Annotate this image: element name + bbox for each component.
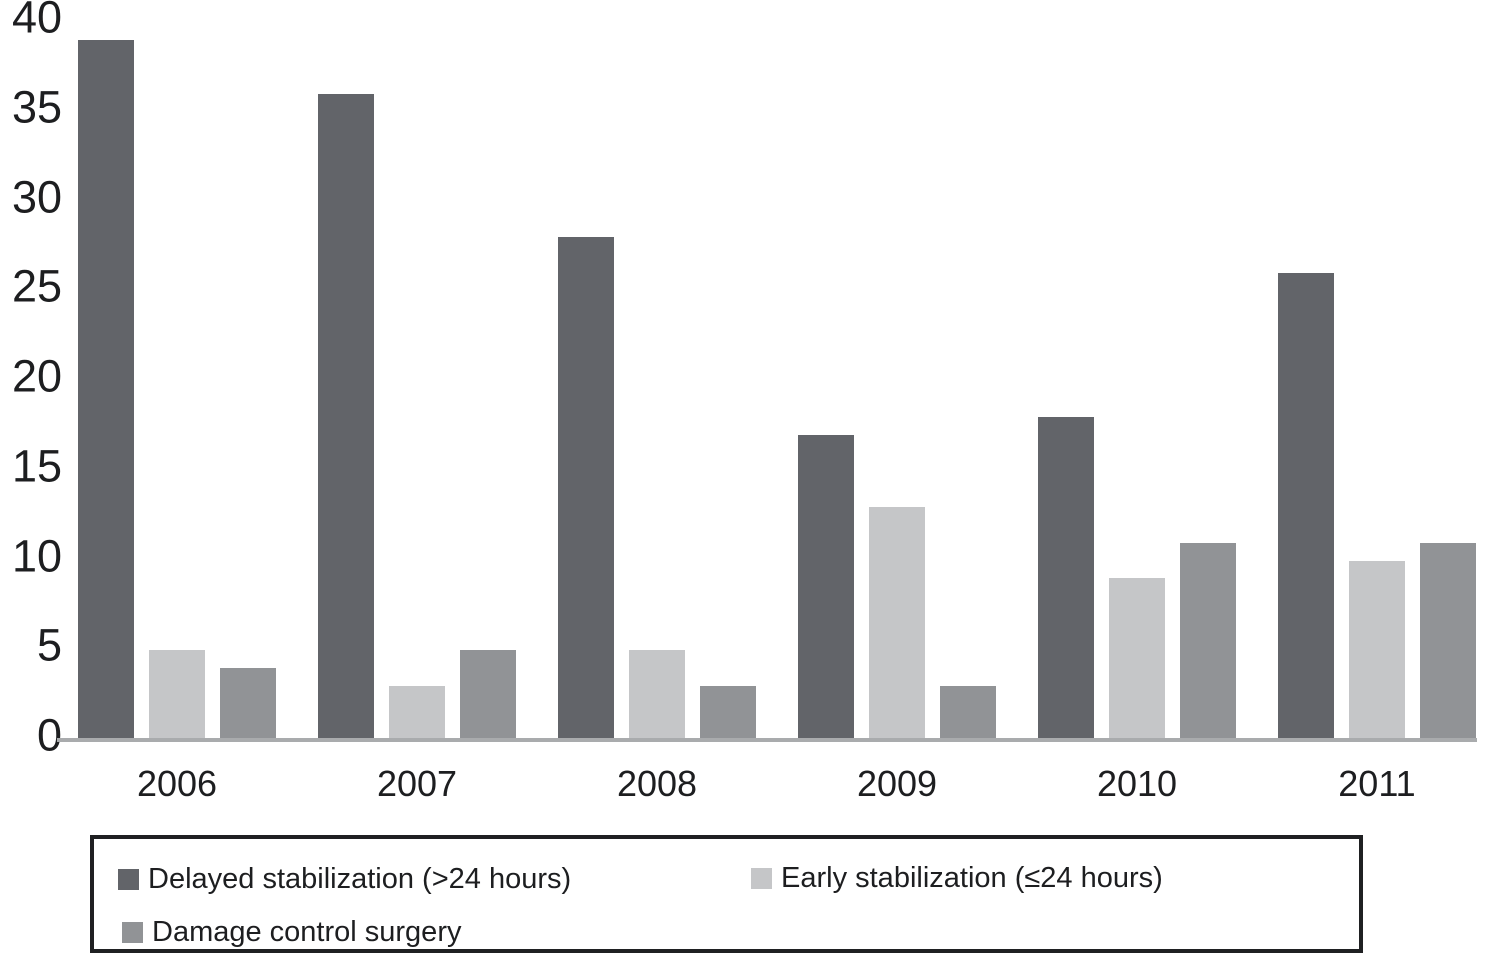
- legend-swatch-delayed-stabilization: [118, 869, 139, 891]
- bar-2006-series-1: [149, 650, 205, 740]
- bar-2009-series-2: [940, 686, 996, 740]
- x-tick-label-2006: 2006: [136, 763, 218, 804]
- legend-item-early-stabilization: Early stabilization (≤24 hours): [751, 862, 1163, 895]
- bar-2008-series-1: [629, 650, 685, 740]
- legend-label-damage-control: Damage control surgery: [152, 916, 462, 948]
- bar-2011-series-2: [1420, 542, 1476, 740]
- bar-2006-series-0: [78, 39, 134, 740]
- x-tick-label-2007: 2007: [376, 763, 458, 804]
- legend-swatch-damage-control: [122, 922, 143, 944]
- x-tick-label-2011: 2011: [1338, 763, 1416, 804]
- y-tick-label-20: 20: [11, 350, 62, 402]
- y-tick-label-25: 25: [11, 260, 62, 312]
- bar-2007-series-0: [318, 93, 374, 740]
- y-tick-label-35: 35: [11, 81, 62, 133]
- x-tick-label-2008: 2008: [616, 763, 698, 804]
- x-tick-label-2009: 2009: [856, 763, 938, 804]
- legend-item-damage-control: Damage control surgery: [122, 916, 462, 949]
- y-tick-label-30: 30: [11, 171, 62, 222]
- legend-item-delayed-stabilization: Delayed stabilization (>24 hours): [118, 863, 572, 896]
- bar-2010-series-2: [1180, 542, 1236, 740]
- bar-2007-series-1: [389, 686, 445, 740]
- bar-2008-series-0: [558, 237, 614, 740]
- x-axis-line: [57, 738, 1477, 742]
- bar-2007-series-2: [460, 650, 516, 740]
- bar-2006-series-2: [220, 668, 276, 740]
- x-tick-label-2010: 2010: [1096, 763, 1178, 804]
- y-tick-label-0: 0: [36, 709, 62, 761]
- legend-label-early-stabilization: Early stabilization (≤24 hours): [781, 862, 1163, 894]
- y-tick-label-40: 40: [11, 0, 62, 43]
- bar-2009-series-1: [869, 506, 925, 740]
- bar-2010-series-0: [1038, 416, 1094, 740]
- legend-label-delayed-stabilization: Delayed stabilization (>24 hours): [148, 863, 572, 895]
- bar-2011-series-0: [1278, 273, 1334, 740]
- bar-2010-series-1: [1109, 578, 1165, 740]
- y-tick-label-10: 10: [11, 530, 62, 581]
- y-tick-label-5: 5: [36, 619, 62, 671]
- legend-swatch-early-stabilization: [751, 868, 772, 890]
- legend: Delayed stabilization (>24 hours) Early …: [90, 835, 1363, 953]
- bar-2011-series-1: [1349, 560, 1405, 740]
- bar-2008-series-2: [700, 686, 756, 740]
- bar-2009-series-0: [798, 434, 854, 740]
- y-tick-label-15: 15: [11, 440, 62, 492]
